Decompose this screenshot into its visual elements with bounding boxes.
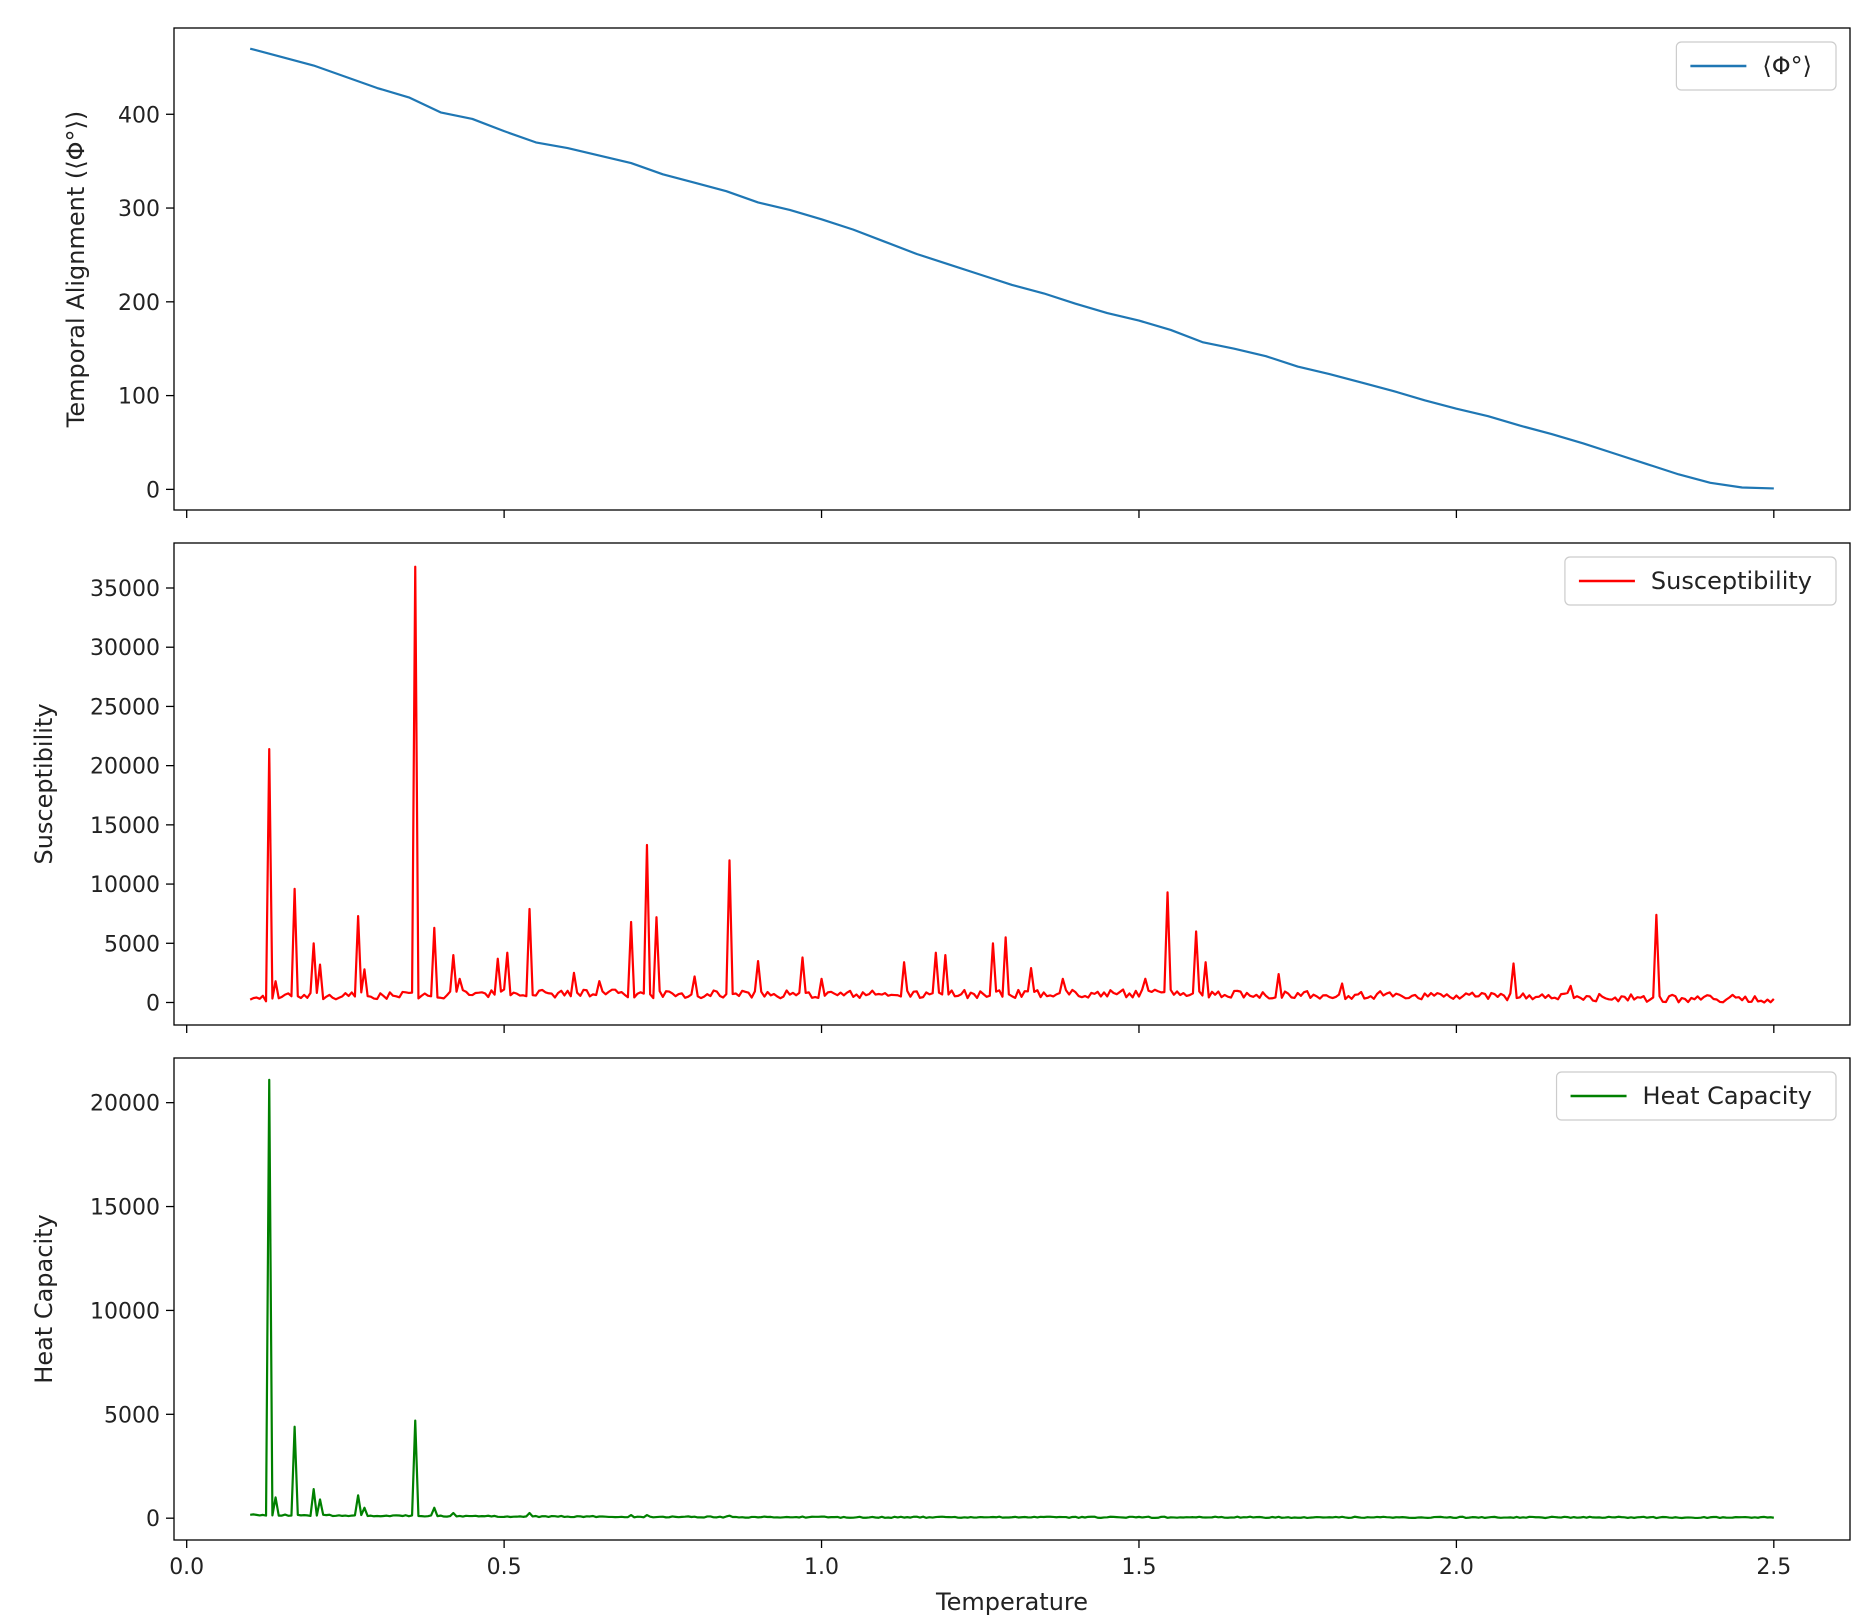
y-tick-label: 25000: [90, 695, 160, 720]
y-tick-label: 0: [146, 1507, 160, 1532]
y-tick-label: 0: [146, 478, 160, 503]
legend-label: Susceptibility: [1651, 567, 1812, 595]
y-tick-label: 300: [118, 197, 160, 222]
legend-box: [1564, 556, 1837, 606]
y-tick-label: 400: [118, 103, 160, 128]
legend: Heat Capacity: [1555, 1071, 1837, 1121]
y-tick-label: 35000: [90, 577, 160, 602]
plot-frame: [173, 542, 1851, 1026]
x-axis-title: Temperature: [935, 1588, 1088, 1616]
x-tick-label: 2.5: [1756, 1555, 1791, 1580]
legend: ⟨Φ°⟩: [1675, 41, 1837, 91]
series-line--: [249, 47, 1774, 490]
y-tick-label: 200: [118, 291, 160, 316]
y-axis-title: Heat Capacity: [30, 1214, 58, 1383]
y-tick-label: 30000: [90, 636, 160, 661]
x-tick-label: 0.5: [487, 1555, 522, 1580]
x-tick-label: 1.5: [1121, 1555, 1156, 1580]
legend-label: Heat Capacity: [1643, 1082, 1812, 1110]
chart-panel-1: 0 100 200 300 400 Temporal Alignment (⟨Φ°⟩) ⟨Φ…: [62, 27, 1851, 518]
legend-box: [1555, 1071, 1837, 1121]
y-axis-title: Susceptibility: [30, 703, 58, 864]
x-tick-label: 1.0: [804, 1555, 839, 1580]
plot-frame: [173, 1057, 1851, 1541]
y-tick-label: 20000: [90, 1092, 160, 1117]
y-tick-label: 0: [146, 991, 160, 1016]
chart-panel-3: 0.0 0.5 1.0 1.5 2.0 2.5 0 5000 10000 15000 20000 He…: [30, 1057, 1851, 1616]
y-tick-label: 5000: [104, 932, 160, 957]
y-tick-label: 15000: [90, 814, 160, 839]
y-tick-label: 20000: [90, 755, 160, 780]
y-tick-label: 15000: [90, 1196, 160, 1221]
y-tick-label: 100: [118, 385, 160, 410]
series-line-heat-capacity: [250, 1078, 1775, 1520]
y-tick-label: 5000: [104, 1403, 160, 1428]
y-tick-label: 10000: [90, 1299, 160, 1324]
x-tick-label: 0.0: [169, 1555, 204, 1580]
legend: Susceptibility: [1564, 556, 1837, 606]
legend-label: ⟨Φ°⟩: [1762, 52, 1812, 80]
y-axis-title: Temporal Alignment (⟨Φ°⟩): [62, 111, 90, 428]
legend-box: [1675, 41, 1837, 91]
x-tick-label: 2.0: [1439, 1555, 1474, 1580]
chart-panel-2: 0 5000 10000 15000 20000 25000 30000 35000 Susce…: [30, 542, 1851, 1033]
y-tick-label: 10000: [90, 873, 160, 898]
series-line-susceptibility: [249, 565, 1775, 1004]
plot-frame: [173, 27, 1851, 511]
